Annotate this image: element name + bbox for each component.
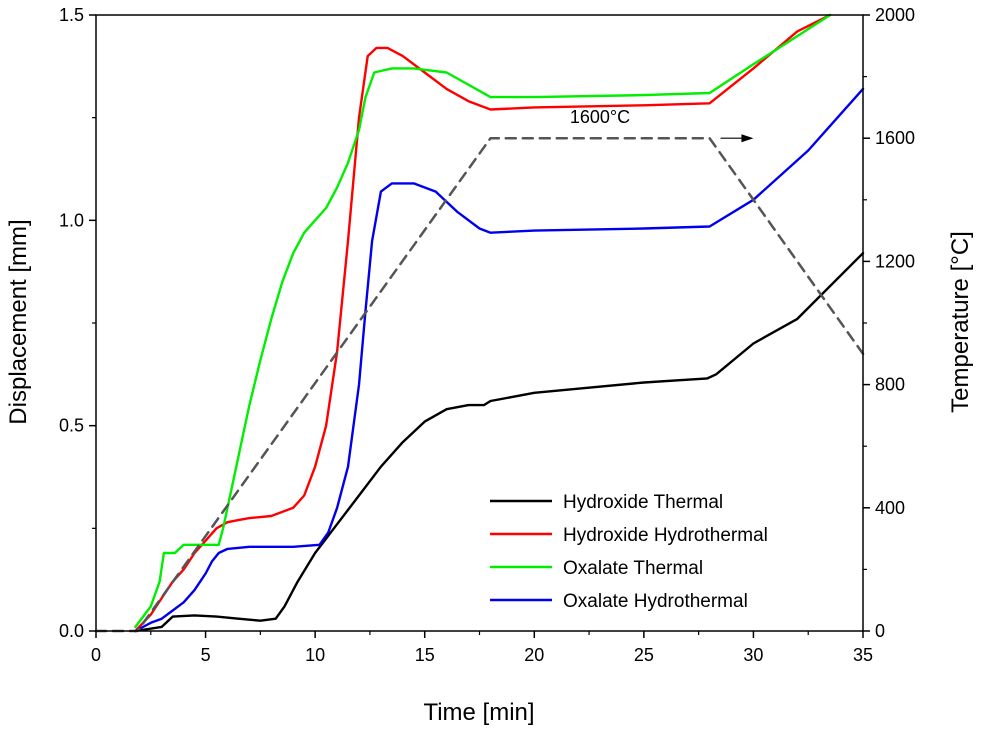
x-tick-label: 0 (91, 645, 101, 665)
y-tick-label: 1.0 (59, 210, 84, 230)
annotation-label: 1600°C (570, 107, 630, 127)
x-tick-label: 30 (743, 645, 763, 665)
series-line-temperature (94, 136, 865, 633)
legend-label: Oxalate Hydrothermal (563, 591, 748, 612)
y-tick-label: 0.5 (59, 416, 84, 436)
annotation-arrow-head (741, 134, 754, 143)
annotation-layer: 1600°C (570, 107, 754, 143)
series-line-hydroxide-thermal (134, 251, 865, 633)
legend-label: Hydroxide Hydrothermal (563, 525, 768, 546)
y2-tick-label: 400 (875, 498, 905, 518)
y2-tick-label: 1600 (875, 128, 915, 148)
y2-tick-label: 1200 (875, 251, 915, 271)
y-tick-label: 1.5 (59, 5, 84, 25)
legend-label: Hydroxide Thermal (563, 492, 723, 513)
x-tick-label: 20 (524, 645, 544, 665)
x-tick-label: 25 (634, 645, 654, 665)
x-axis-title: Time [min] (423, 699, 534, 726)
y2-axis-title: Temperature [°C] (947, 231, 974, 413)
y-axis-title: Displacement [mm] (5, 219, 32, 424)
x-tick-label: 15 (415, 645, 435, 665)
legend-label: Oxalate Thermal (563, 558, 703, 579)
series-line-oxalate-hydrothermal (134, 87, 865, 633)
x-tick-label: 35 (853, 645, 873, 665)
y-tick-label: 0.0 (59, 621, 84, 641)
x-tick-label: 10 (305, 645, 325, 665)
y2-tick-label: 800 (875, 375, 905, 395)
y2-tick-label: 2000 (875, 5, 915, 25)
x-tick-label: 5 (201, 645, 211, 665)
legend: Hydroxide Thermal Hydroxide Hydrothermal O… (490, 492, 768, 612)
series-line-oxalate-thermal (134, 13, 832, 629)
tick-layer: 0 5 10 15 20 25 30 35 0.0 0.5 1.0 1.5 0 400 800 1200 160… (59, 5, 915, 665)
y2-tick-label: 0 (875, 621, 885, 641)
